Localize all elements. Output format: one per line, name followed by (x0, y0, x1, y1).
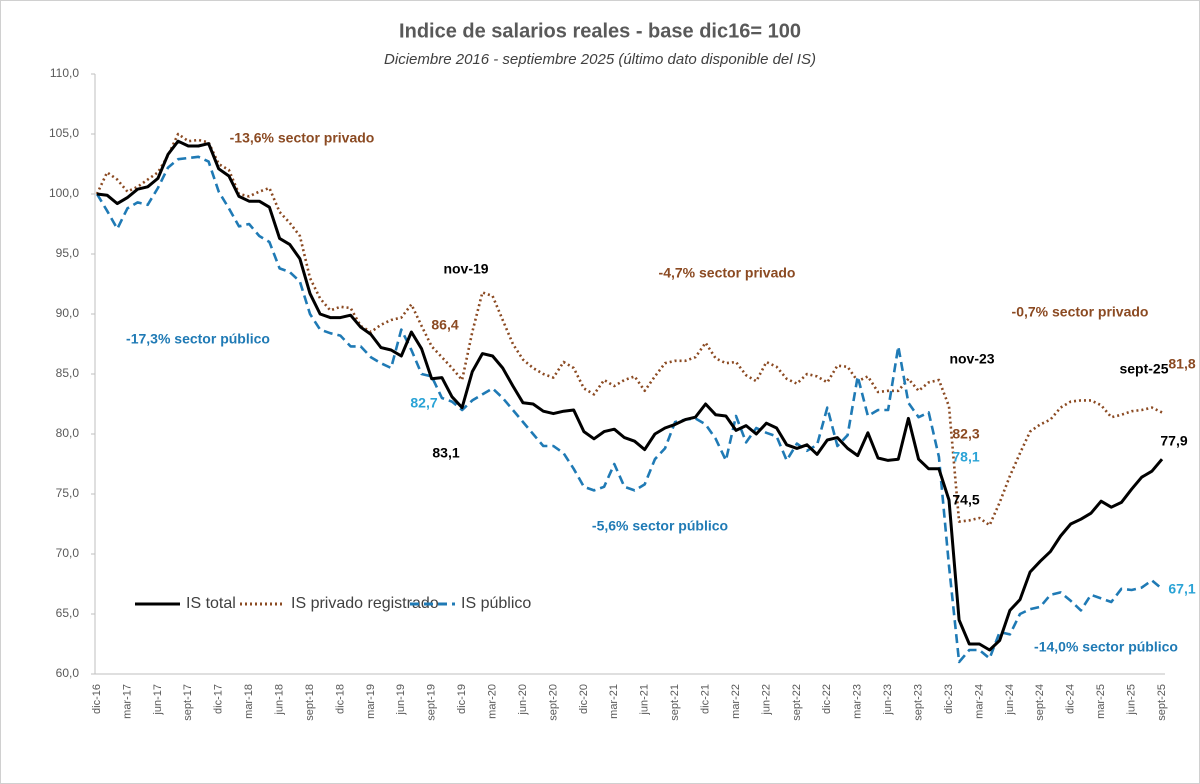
x-tick-label: mar-23 (852, 684, 864, 719)
x-tick-label: dic-23 (943, 684, 955, 714)
x-tick-label: sept-24 (1034, 684, 1046, 721)
annotation: 77,9 (1160, 433, 1187, 449)
y-tick-label: 80,0 (56, 426, 80, 440)
x-tick-label: sept-17 (182, 684, 194, 721)
x-tick-label: mar-19 (365, 684, 377, 719)
x-tick-label: jun-17 (152, 684, 164, 716)
series-line (95, 132, 1163, 527)
annotation: sept-25 (1119, 361, 1168, 377)
annotation: 74,5 (952, 492, 979, 508)
x-tick-label: dic-24 (1065, 684, 1077, 714)
annotation: -0,7% sector privado (1012, 304, 1149, 320)
x-tick-label: dic-21 (699, 684, 711, 714)
x-tick-label: dic-17 (213, 684, 225, 714)
x-tick-label: jun-20 (517, 684, 529, 716)
y-tick-label: 85,0 (56, 366, 80, 380)
legend-label: IS total (186, 595, 236, 612)
annotation: -13,6% sector privado (230, 130, 375, 146)
x-tick-label: mar-20 (486, 684, 498, 719)
x-tick-label: jun-24 (1004, 684, 1016, 716)
annotation: 83,1 (432, 445, 459, 461)
y-tick-label: 95,0 (56, 246, 80, 260)
y-tick-label: 90,0 (56, 306, 80, 320)
x-tick-label: mar-18 (243, 684, 255, 719)
x-tick-label: dic-20 (578, 684, 590, 714)
y-tick-label: 65,0 (56, 606, 80, 620)
x-tick-label: mar-21 (608, 684, 620, 719)
x-tick-label: jun-22 (760, 684, 772, 716)
legend-label: IS privado registrado (291, 595, 439, 612)
x-tick-label: jun-18 (273, 684, 285, 716)
annotation: -5,6% sector público (592, 518, 728, 534)
x-tick-label: sept-21 (669, 684, 681, 721)
annotation: nov-19 (443, 261, 488, 277)
annotation: -17,3% sector público (126, 331, 270, 347)
x-tick-label: dic-16 (91, 684, 103, 714)
annotation: 82,7 (410, 395, 437, 411)
chart-title: Indice de salarios reales - base dic16= … (399, 20, 801, 42)
annotation: nov-23 (949, 351, 994, 367)
x-tick-label: jun-25 (1125, 684, 1137, 716)
x-tick-label: sept-25 (1156, 684, 1168, 721)
x-tick-label: sept-18 (304, 684, 316, 721)
x-tick-label: sept-20 (547, 684, 559, 721)
x-tick-label: sept-23 (912, 684, 924, 721)
x-tick-label: dic-18 (334, 684, 346, 714)
x-tick-label: jun-21 (639, 684, 651, 716)
annotation: -14,0% sector público (1034, 639, 1178, 655)
x-tick-label: sept-22 (791, 684, 803, 721)
annotation: 82,3 (952, 426, 979, 442)
y-tick-label: 75,0 (56, 486, 80, 500)
y-tick-label: 100,0 (49, 186, 79, 200)
x-tick-label: mar-17 (121, 684, 133, 719)
x-tick-label: mar-24 (973, 684, 985, 719)
y-tick-label: 70,0 (56, 546, 80, 560)
x-tick-label: sept-19 (426, 684, 438, 721)
annotation: 67,1 (1168, 581, 1195, 597)
y-tick-label: 60,0 (56, 666, 80, 680)
x-tick-label: mar-22 (730, 684, 742, 719)
y-tick-label: 105,0 (49, 126, 79, 140)
annotation: 78,1 (952, 449, 979, 465)
x-tick-label: dic-22 (821, 684, 833, 714)
annotation: -4,7% sector privado (659, 265, 796, 281)
annotation: 81,8 (1168, 356, 1195, 372)
x-tick-label: jun-19 (395, 684, 407, 716)
series-line (95, 155, 1163, 664)
chart-subtitle: Diciembre 2016 - septiembre 2025 (último… (384, 51, 816, 68)
x-tick-label: dic-19 (456, 684, 468, 714)
series-line (96, 139, 1164, 652)
y-tick-label: 110,0 (50, 66, 79, 80)
legend-label: IS público (461, 595, 531, 612)
x-tick-label: mar-25 (1095, 684, 1107, 719)
x-tick-label: jun-23 (882, 684, 894, 716)
annotation: 86,4 (431, 317, 458, 333)
